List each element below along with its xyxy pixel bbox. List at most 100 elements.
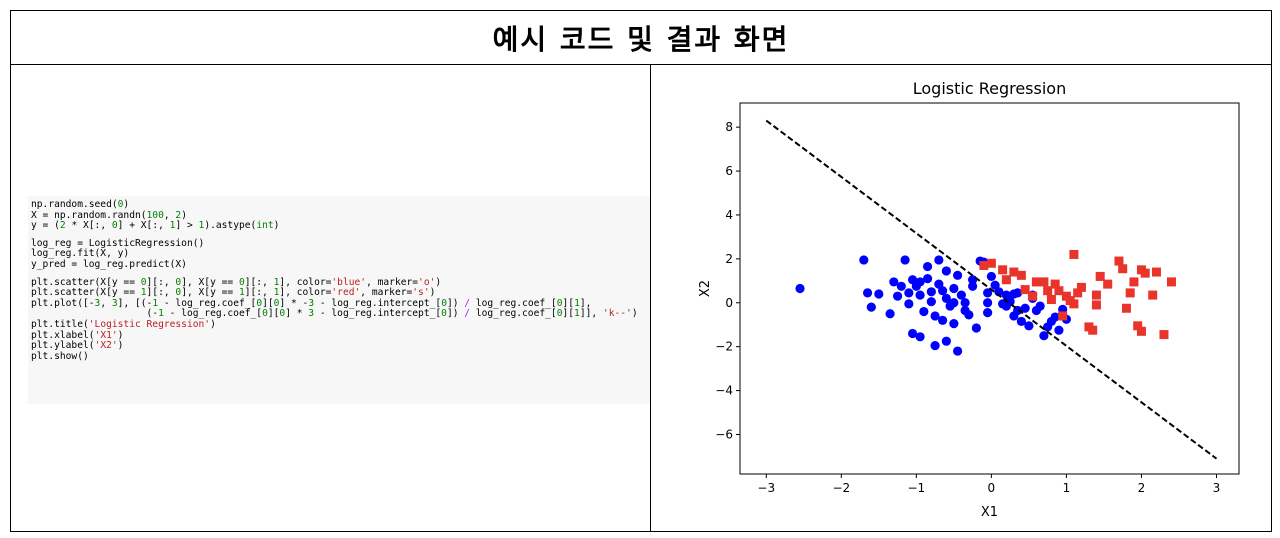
data-point-class-0	[1020, 303, 1030, 313]
x-tick-label: −3	[757, 481, 775, 495]
data-point-class-0	[934, 255, 944, 265]
code-token: 'X2'	[94, 340, 118, 352]
data-point-class-0	[964, 310, 974, 320]
code-token: 3	[308, 297, 315, 309]
data-point-class-0	[968, 281, 978, 291]
code-token: 's'	[412, 287, 430, 299]
code-token: )	[429, 287, 436, 299]
code-token: y = (	[31, 220, 60, 232]
data-point-class-1	[1133, 321, 1143, 331]
code-token: 0	[175, 287, 182, 299]
data-point-class-0	[960, 298, 970, 308]
data-point-class-1	[1058, 311, 1068, 321]
code-token: 0	[556, 308, 563, 320]
data-point-class-1	[986, 258, 996, 268]
data-point-class-1	[1076, 282, 1086, 292]
code-token: )	[210, 318, 216, 330]
code-token: 1	[574, 308, 580, 320]
code-line: plt.title('Logistic Regression')	[31, 318, 650, 331]
code-token: 'k--'	[602, 308, 632, 320]
code-token: 0	[279, 308, 286, 320]
data-point-class-0	[874, 289, 884, 299]
code-token: 'Logistic Regression'	[88, 318, 211, 330]
x-tick-label: −2	[832, 481, 850, 495]
data-point-class-1	[1046, 294, 1056, 304]
code-token: 0	[262, 308, 268, 320]
data-point-class-1	[979, 260, 989, 270]
code-token: 1	[198, 220, 205, 232]
code-line: plt.xlabel('X1')	[31, 329, 650, 342]
decision-boundary-line	[765, 119, 1218, 460]
code-token: ,	[163, 209, 176, 221]
x-tick-label: 0	[988, 481, 996, 495]
data-point-class-0	[949, 298, 959, 308]
data-point-class-1	[1114, 256, 1124, 266]
code-token: * X[:,	[65, 220, 112, 232]
code-token: 1	[273, 276, 280, 288]
code-token: plt.ylabel(	[31, 340, 95, 352]
data-point-class-1	[1016, 270, 1026, 280]
code-line: plt.show()	[31, 350, 650, 363]
data-point-class-0	[866, 302, 876, 312]
code-line: np.random.seed(0)	[31, 199, 650, 211]
code-token: 0	[238, 276, 245, 288]
data-point-class-0	[938, 315, 948, 325]
data-point-class-0	[949, 283, 959, 294]
code-token: ] *	[285, 308, 309, 320]
data-point-class-1	[1050, 279, 1060, 289]
code-token: )	[117, 340, 124, 352]
y-tick-label: 0	[725, 296, 733, 310]
y-tick-label: −6	[715, 427, 733, 441]
code-token: ][:,	[244, 287, 274, 299]
code-token: plt.xlabel(	[31, 329, 95, 341]
code-token: ][:,	[244, 276, 274, 288]
data-point-class-0	[1035, 301, 1045, 311]
code-token: 3	[111, 297, 118, 309]
code-line: plt.ylabel('X2')	[31, 340, 650, 352]
data-point-class-0	[949, 319, 959, 329]
data-point-class-0	[941, 293, 951, 303]
data-point-class-1	[1088, 325, 1098, 335]
code-token: ], X[y ==	[181, 276, 239, 288]
data-point-class-0	[983, 298, 993, 308]
code-token: 1	[152, 297, 159, 309]
code-token: ])	[446, 297, 465, 309]
data-point-class-0	[1050, 312, 1060, 322]
code-token: y_pred = log_reg.predict(X)	[31, 258, 187, 270]
code-token: ] + X[:,	[117, 220, 170, 232]
code-token: 3	[308, 308, 315, 320]
data-point-class-0	[938, 286, 948, 296]
data-point-class-0	[904, 299, 914, 309]
code-token: 1	[273, 287, 280, 299]
code-token: - log_reg.coef_[	[163, 308, 263, 320]
code-line: log_reg.fit(X, y)	[31, 249, 650, 260]
scatter-chart: Logistic Regression −3 −2 −1 0 1 2 3 −6 −4 −2 0 2 4 6 8…	[698, 79, 1240, 520]
data-point-class-1	[1031, 277, 1041, 287]
data-point-class-1	[1166, 277, 1176, 287]
code-token: ])	[446, 308, 465, 320]
data-point-class-1	[1001, 275, 1011, 285]
code-token: X = np.random.randn(	[31, 209, 147, 221]
code-token: plt.show()	[31, 350, 89, 362]
code-token: /	[464, 308, 471, 320]
data-point-class-0	[795, 283, 805, 294]
code-token: , marker=	[360, 287, 413, 299]
data-point-class-0	[904, 288, 914, 298]
data-point-class-0	[1005, 297, 1015, 307]
code-token: ], X[y ==	[181, 287, 239, 299]
code-token: log_reg = LogisticRegression()	[31, 237, 205, 249]
code-token: ][	[267, 308, 280, 320]
code-token: ],	[579, 297, 592, 309]
x-axis-label: X1	[981, 505, 998, 520]
data-point-class-1	[1043, 286, 1053, 296]
data-point-class-0	[953, 346, 963, 356]
code-line: plt.scatter(X[y == 0][:, 0], X[y == 0][:…	[31, 276, 650, 289]
page-title: 예시 코드 및 결과 화면	[492, 22, 790, 56]
data-point-class-1	[1091, 300, 1101, 310]
x-tick-label: −1	[907, 481, 925, 495]
code-token: ], color=	[279, 276, 332, 288]
table-header: 예시 코드 및 결과 화면	[11, 11, 1271, 65]
data-point-class-1	[1125, 288, 1135, 298]
code-token: 0	[117, 199, 124, 210]
data-point-class-0	[892, 291, 903, 301]
